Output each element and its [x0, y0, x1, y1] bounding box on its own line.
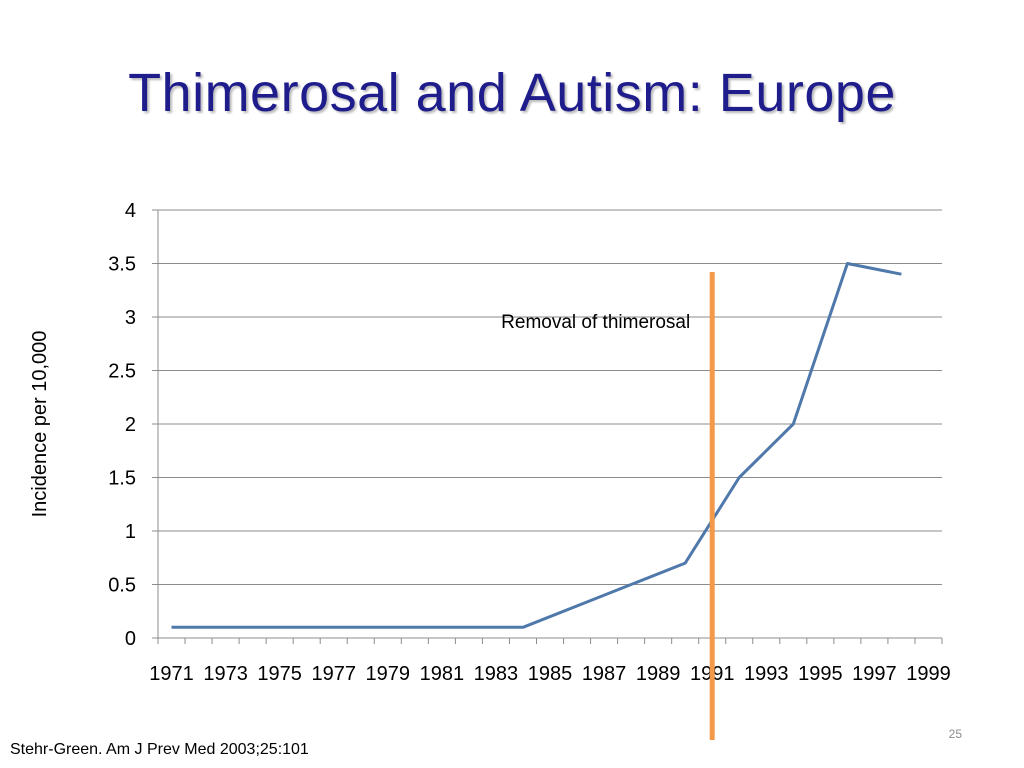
y-tick-label: 1 [125, 521, 136, 543]
annotation-label: Removal of thimerosal [501, 312, 690, 333]
x-tick-label: 1985 [528, 663, 573, 685]
x-tick-label: 1977 [311, 663, 356, 685]
y-tick-label: 2.5 [108, 361, 136, 383]
y-tick-label: 0.5 [108, 575, 136, 597]
x-tick-label: 1987 [582, 663, 627, 685]
x-tick-label: 1971 [149, 663, 194, 685]
slide-title: Thimerosal and Autism: Europe [128, 63, 896, 123]
citation: Stehr-Green. Am J Prev Med 2003;25:101 [10, 741, 309, 758]
x-tick-label: 1999 [906, 663, 951, 685]
x-tick-label: 1979 [366, 663, 411, 685]
y-tick-label: 2 [125, 414, 136, 436]
y-tick-label: 3 [125, 307, 136, 329]
x-tick-label: 1989 [636, 663, 681, 685]
page-number: 25 [948, 727, 962, 741]
gridlines [158, 209, 942, 639]
x-tick-label: 1993 [744, 663, 789, 685]
x-tick-label: 1981 [420, 663, 465, 685]
y-tick-label: 4 [125, 200, 136, 222]
y-tick-label: 3.5 [108, 254, 136, 276]
x-axis: 1971 1973 1975 1977 1979 1981 1983 1985 1987 1989… [149, 638, 951, 685]
y-axis: 0 0.5 1 1.5 2 2.5 3 3.5 4 [108, 200, 159, 650]
x-tick-label: 1975 [257, 663, 302, 685]
y-tick-label: 1.5 [108, 468, 136, 490]
x-tick-label: 1973 [203, 663, 248, 685]
y-axis-label: Incidence per 10,000 [29, 331, 51, 518]
y-tick-label: 0 [125, 628, 136, 650]
x-tick-label: 1997 [852, 663, 897, 685]
x-tick-label: 1995 [798, 663, 843, 685]
annotation-group: Removal of thimerosal [501, 272, 715, 740]
x-tick-label: 1983 [474, 663, 519, 685]
